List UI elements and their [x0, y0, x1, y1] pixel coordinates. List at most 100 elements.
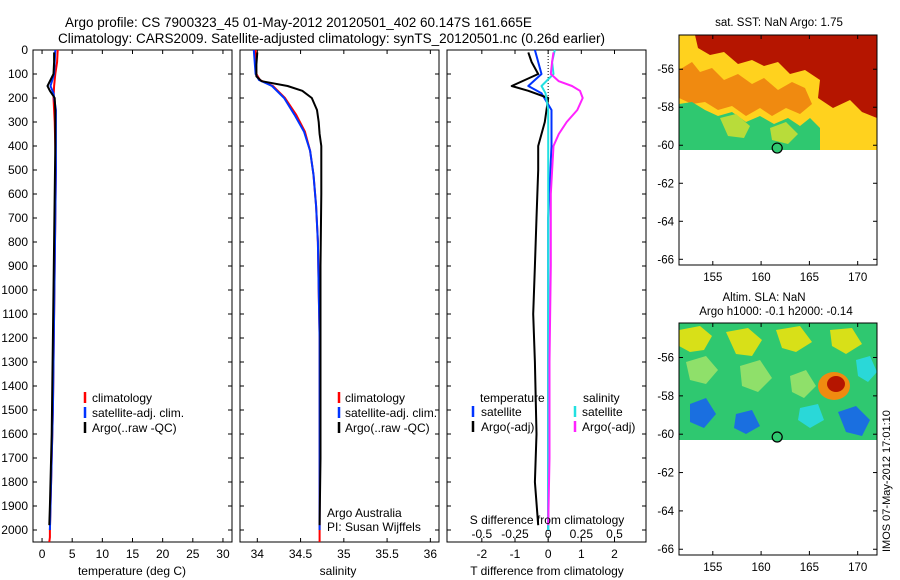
x-tick-label: 15 [126, 547, 140, 561]
x-tick-label: 35.5 [375, 547, 399, 561]
depth-tick-label: 200 [8, 91, 28, 105]
depth-tick-label: 0 [21, 43, 28, 57]
depth-tick-label: 2000 [1, 523, 28, 537]
float-position-marker [771, 142, 783, 154]
t-difference-axis-label: T difference from climatology [470, 564, 624, 578]
depth-tick-label: 1500 [1, 403, 28, 417]
x-tick-label: 34 [251, 547, 265, 561]
lon-tick-label: 170 [848, 562, 867, 574]
lat-tick-label: -58 [657, 391, 674, 403]
sla-map-frame [678, 322, 878, 556]
x-tick-label: 25 [186, 547, 200, 561]
x-tick-label: 0 [545, 547, 552, 561]
lat-tick-label: -62 [657, 468, 674, 480]
depth-tick-label: 1200 [1, 331, 28, 345]
salinity-legend: climatology satellite-adj. clim. Argo(..… [327, 391, 437, 534]
depth-tick-label: 700 [8, 211, 28, 225]
lon-tick-label: 155 [703, 272, 722, 284]
sla-no-data-area [679, 440, 877, 555]
pi-note: PI: Susan Wijffels [327, 520, 421, 534]
sst-map [678, 34, 878, 266]
lon-tick-label: 160 [752, 562, 771, 574]
x-tick-label: 0 [39, 547, 46, 561]
lat-tick-label: -58 [657, 102, 674, 114]
depth-tick-label: 1600 [1, 427, 28, 441]
legend-s-header: salinity [583, 391, 620, 405]
difference-line-2 [540, 49, 556, 530]
salinity-plot: 34 34.5 35 35.5 36 [251, 49, 438, 561]
imos-timestamp: IMOS 07-May-2012 17:01:10 [881, 410, 893, 552]
x-tick-label: 30 [216, 547, 230, 561]
legend-climatology-label: climatology [345, 391, 405, 405]
difference-line-3 [547, 52, 584, 526]
difference-legend: temperature salinity satellite Argo(-adj… [471, 391, 635, 434]
depth-tick-label: 1300 [1, 355, 28, 369]
figure-title-line2: Climatology: CARS2009. Satellite-adjuste… [58, 31, 605, 46]
lat-tick-label: -62 [657, 178, 674, 190]
salinity-line-2 [255, 52, 323, 526]
salinity-line-1 [252, 49, 321, 530]
x-tick-label: -1 [510, 547, 521, 561]
s-tick-label: -0.5 [471, 527, 492, 541]
depth-tick-label: 1900 [1, 499, 28, 513]
depth-tick-label: 1800 [1, 475, 28, 489]
salinity-line-0 [254, 50, 321, 542]
lon-tick-label: 160 [752, 272, 771, 284]
temperature-plot: 0 5 10 15 20 25 30 [39, 49, 230, 561]
difference-line-1 [510, 52, 550, 526]
legend-climatology-label: climatology [92, 391, 152, 405]
sla-map-axes: -56 -58 -60 -62 -64 -66 155 160 165 170 [657, 323, 877, 574]
sst-map-axes: -56 -58 -60 -62 -64 -66 155 160 165 170 [657, 35, 877, 284]
sla-cyan-patches [798, 356, 877, 428]
s-tick-label: 0.5 [606, 527, 623, 541]
lat-tick-label: -60 [657, 429, 674, 441]
lon-tick-label: 165 [800, 562, 819, 574]
lat-tick-label: -66 [657, 544, 674, 556]
lat-tick-label: -56 [657, 353, 674, 365]
x-tick-label: 36 [424, 547, 438, 561]
data-centre-note: Argo Australia [327, 506, 402, 520]
s-tick-label: 0.25 [570, 527, 594, 541]
legend-t-satellite-label: satellite [481, 405, 522, 419]
depth-tick-label: 1700 [1, 451, 28, 465]
x-tick-label: 1 [578, 547, 585, 561]
lat-tick-label: -64 [657, 506, 674, 518]
sst-map-frame [678, 34, 878, 266]
temperature-legend: climatology satellite-adj. clim. Argo(..… [83, 391, 184, 435]
sst-orange-band [679, 62, 812, 116]
x-tick-label: -2 [476, 547, 487, 561]
lon-tick-label: 155 [703, 562, 722, 574]
depth-tick-label: 900 [8, 259, 28, 273]
depth-tick-label: 300 [8, 115, 28, 129]
sst-map-title: sat. SST: NaN Argo: 1.75 [715, 17, 843, 29]
depth-tick-label: 1400 [1, 379, 28, 393]
lat-tick-label: -60 [657, 140, 674, 152]
x-tick-label: 2 [611, 547, 618, 561]
lat-tick-label: -64 [657, 216, 674, 228]
x-tick-label: 20 [156, 547, 170, 561]
salinity-panel-frame [239, 49, 440, 543]
sla-yellow-band [679, 326, 862, 356]
difference-panel-frame [446, 49, 647, 543]
x-tick-label: 35 [337, 547, 351, 561]
sst-yellow-green [720, 114, 798, 144]
depth-tick-label: 500 [8, 163, 28, 177]
sla-warm-eddy-core [827, 376, 845, 392]
lon-tick-label: 170 [848, 272, 867, 284]
legend-s-satellite-label: satellite [582, 405, 623, 419]
sla-blue-patches [690, 398, 870, 436]
depth-tick-label: 600 [8, 187, 28, 201]
depth-tick-label: 400 [8, 139, 28, 153]
x-tick-label: 34.5 [289, 547, 313, 561]
depth-tick-label: 1000 [1, 283, 28, 297]
lon-tick-label: 165 [800, 272, 819, 284]
temperature-axis-label: temperature (deg C) [78, 564, 186, 578]
legend-t-header: temperature [480, 391, 545, 405]
depth-tick-label: 1100 [2, 307, 28, 321]
legend-argo-label: Argo(..raw -QC) [345, 421, 430, 435]
legend-s-argo-label: Argo(-adj) [582, 420, 635, 434]
sst-no-data-area [679, 150, 877, 265]
lat-tick-label: -66 [657, 254, 674, 266]
